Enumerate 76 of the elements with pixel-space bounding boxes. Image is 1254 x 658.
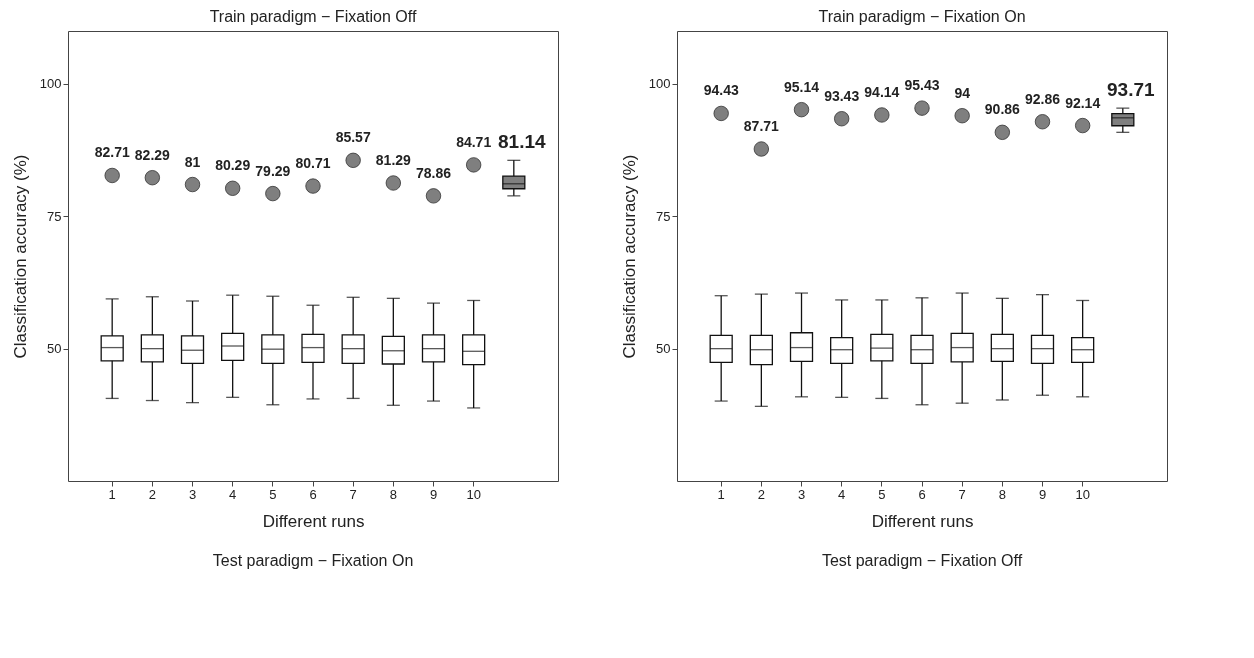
data-label: 92.86	[1024, 90, 1061, 107]
x-tick-label: 5	[269, 486, 277, 502]
chart-title: Train paradigm − Fixation Off	[209, 8, 417, 25]
text: Test paradigm − Fixation On	[212, 552, 414, 569]
x-tick-label: 8	[389, 486, 397, 502]
annotation: 81.14	[498, 131, 547, 153]
y-tick-label: 50	[47, 341, 62, 357]
data-label: 81	[184, 153, 201, 170]
point	[914, 100, 930, 116]
x-tick-label: 3	[797, 486, 806, 502]
data-label: 95.14	[783, 78, 820, 95]
y-axis-title: Classification accuracy (%)	[10, 154, 30, 359]
x-tick-label: 7	[349, 486, 357, 502]
y-tick-label: 100	[39, 76, 62, 92]
point	[954, 108, 970, 124]
data-label: 94.43	[703, 82, 739, 99]
point	[466, 157, 482, 173]
point	[753, 141, 769, 157]
point	[793, 102, 810, 118]
x-tick-label: 10	[466, 486, 481, 502]
point	[874, 107, 890, 123]
data-label: 85.57	[335, 129, 371, 146]
data-label: 92.14	[1065, 94, 1101, 111]
point	[385, 175, 401, 191]
x-tick-label: 2	[148, 486, 156, 502]
point	[345, 152, 361, 168]
x-tick-label: 2	[757, 486, 765, 502]
x-tick-label: 5	[878, 486, 886, 502]
x-tick-label: 4	[229, 486, 237, 502]
x-tick-label: 9	[429, 486, 438, 502]
x-tick-label: 3	[188, 486, 197, 502]
x-tick-label: 4	[838, 486, 846, 502]
y-tick-label: 75	[47, 208, 62, 224]
point	[713, 105, 729, 122]
y-tick-label: 50	[656, 341, 671, 357]
x-tick-label: 1	[108, 486, 116, 502]
point	[225, 180, 241, 196]
point	[265, 185, 281, 202]
annotation: 93.71	[1107, 79, 1156, 101]
point	[184, 176, 201, 193]
x-tick-label: 6	[309, 486, 317, 502]
data-label: 94.14	[864, 83, 900, 100]
data-label: 84.71	[456, 133, 492, 150]
data-label: 94	[954, 84, 971, 101]
x-tick-label: 1	[717, 486, 725, 502]
x-tick-label: 7	[958, 486, 966, 502]
data-label: 78.86	[415, 164, 452, 181]
data-label: 82.71	[94, 144, 130, 161]
point	[1075, 117, 1091, 134]
data-label: 87.71	[743, 118, 780, 135]
data-label: 79.29	[255, 162, 291, 179]
point	[994, 124, 1010, 140]
y-axis-title: Classification accuracy (%)	[619, 154, 639, 359]
point	[305, 178, 321, 194]
x-tick-label: 6	[918, 486, 926, 502]
y-tick-label: 100	[648, 76, 671, 92]
data-label: 81.29	[375, 151, 412, 168]
data-label: 80.71	[295, 155, 331, 172]
point	[104, 167, 120, 184]
x-tick-label: 8	[998, 486, 1006, 502]
x-tick-label: 9	[1038, 486, 1047, 502]
x-axis-title: Different runs	[262, 511, 365, 531]
point	[425, 188, 442, 204]
text: Test paradigm − Fixation Off	[821, 552, 1023, 569]
x-tick-label: 10	[1075, 486, 1090, 502]
data-label: 93.43	[824, 87, 860, 104]
chart-title: Train paradigm − Fixation On	[818, 8, 1026, 25]
x-axis-title: Different runs	[871, 511, 974, 531]
y-tick-label: 75	[656, 208, 671, 224]
data-label: 90.86	[984, 101, 1021, 118]
point	[144, 170, 160, 186]
point	[1034, 114, 1051, 130]
point	[834, 111, 850, 127]
data-label: 82.29	[134, 146, 171, 163]
data-label: 80.29	[215, 157, 251, 174]
data-label: 95.43	[904, 77, 940, 94]
